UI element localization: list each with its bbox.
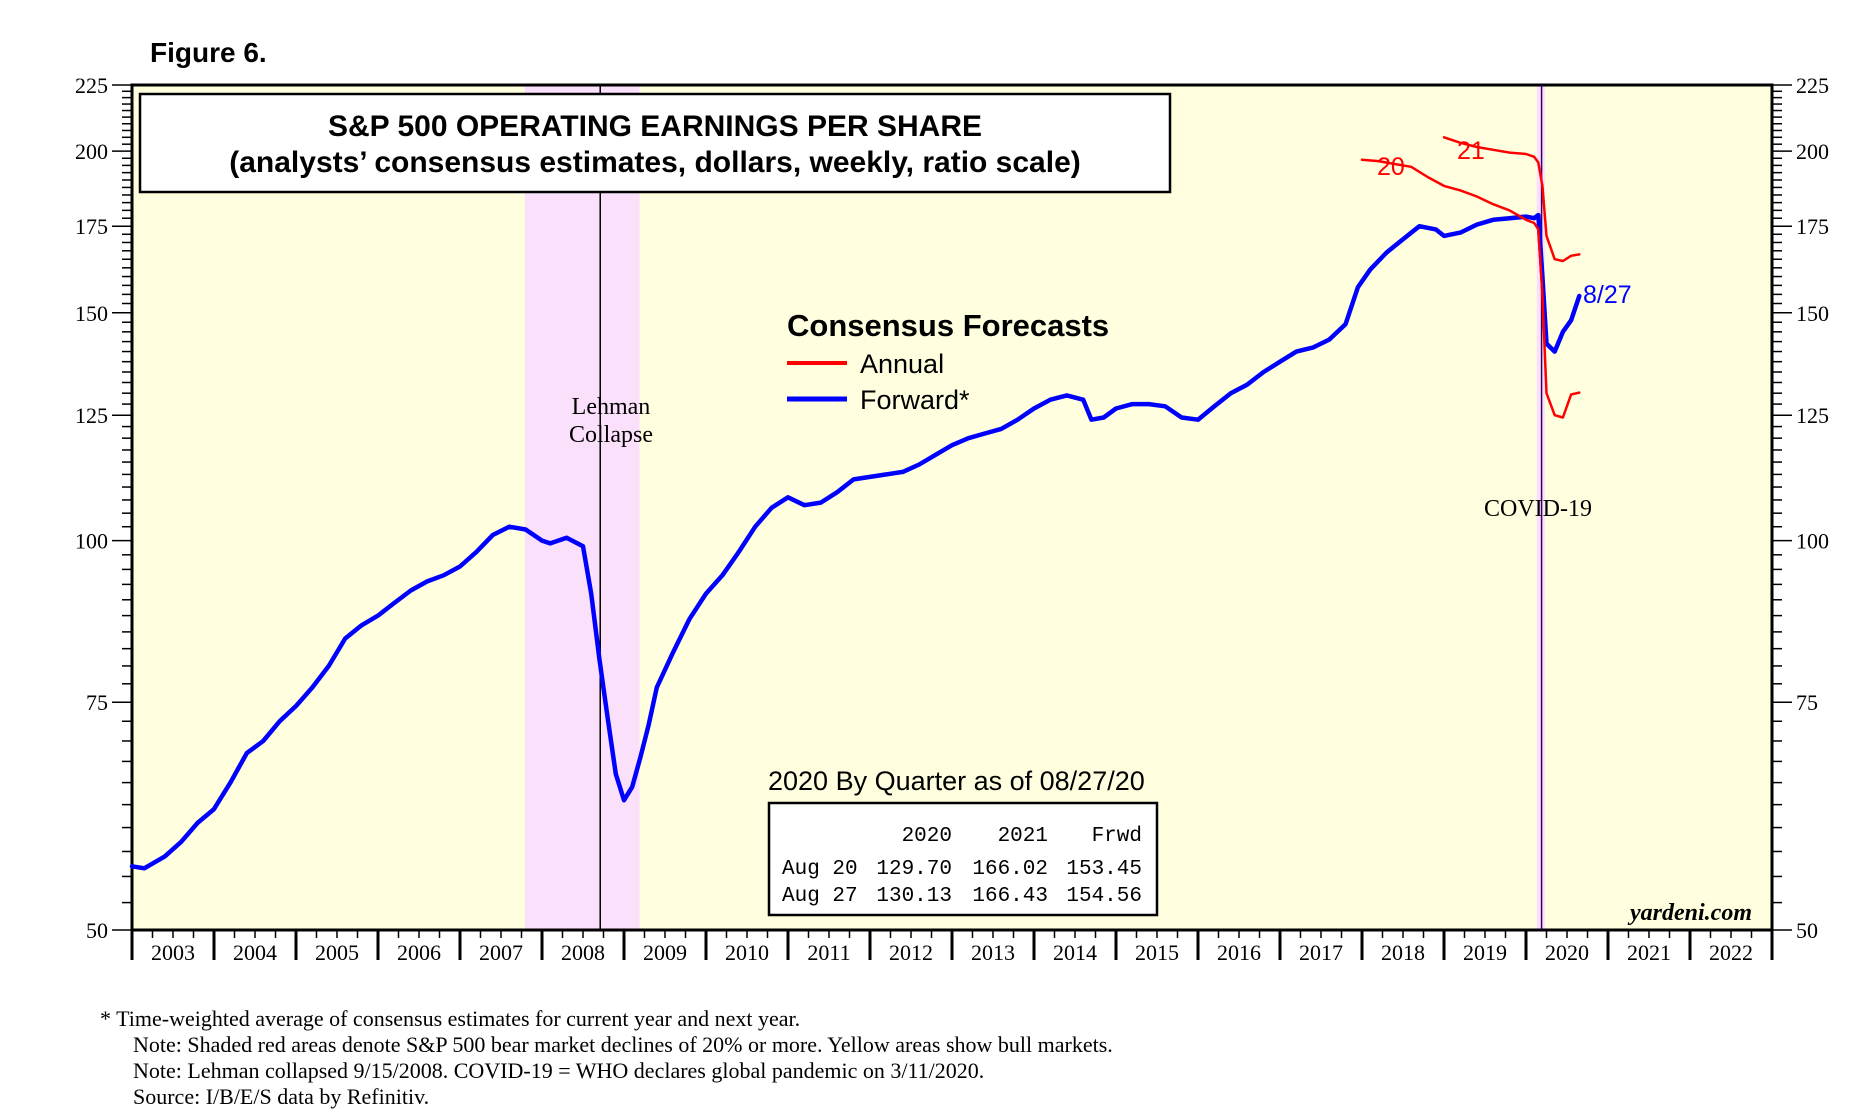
bear-shade-1 [524, 86, 640, 929]
chart-subtitle: (analysts’ consensus estimates, dollars,… [229, 146, 1081, 179]
footnote-1: * Time-weighted average of consensus est… [100, 1006, 800, 1031]
x-tick-label: 2018 [1381, 940, 1425, 965]
x-tick-label: 2006 [397, 940, 441, 965]
y-tick-label-left: 225 [75, 73, 108, 98]
x-tick-label: 2009 [643, 940, 687, 965]
x-tick-label: 2017 [1299, 940, 1343, 965]
x-tick-label: 2007 [479, 940, 523, 965]
series-annual-2020-line [1360, 158, 1581, 419]
quarter-table-cell: Aug 27 [782, 885, 858, 908]
y-tick-label-left: 50 [86, 918, 108, 943]
legend-title: Consensus Forecasts [787, 308, 1109, 343]
x-tick-label: 2003 [151, 940, 195, 965]
series-label-21: 21 [1457, 137, 1485, 165]
y-tick-label-right: 225 [1796, 73, 1829, 98]
footnote-4: Source: I/B/E/S data by Refinitiv. [133, 1084, 429, 1109]
quarter-table-cell: 166.02 [972, 858, 1048, 881]
y-axis-left: 50 75 100 125 150 175 200 225 [75, 73, 132, 943]
legend-forward-label: Forward* [860, 385, 970, 415]
series-forward-line [129, 212, 1582, 871]
x-tick-label: 2015 [1135, 940, 1179, 965]
y-tick-label-right: 200 [1796, 139, 1829, 164]
y-tick-label-left: 75 [86, 690, 108, 715]
y-tick-label-left: 100 [75, 529, 108, 554]
y-tick-label-left: 125 [75, 403, 108, 428]
y-tick-label-right: 100 [1796, 529, 1829, 554]
y-tick-label-right: 125 [1796, 403, 1829, 428]
covid-label: COVID-19 [1484, 496, 1592, 522]
quarter-table-cell: 129.70 [876, 858, 952, 881]
quarter-table: 2020 2021 Frwd Aug 20 129.70 166.02 153.45 Aug … [782, 825, 1142, 908]
quarter-table-header: 2020 [902, 825, 952, 848]
quarter-table-box [767, 801, 1159, 917]
chart-title: S&P 500 OPERATING EARNINGS PER SHARE [328, 110, 982, 143]
x-tick-label: 2019 [1463, 940, 1507, 965]
y-tick-label-right: 50 [1796, 918, 1818, 943]
x-tick-label: 2021 [1627, 940, 1671, 965]
series-label-20: 20 [1377, 153, 1405, 181]
y-tick-label-right: 75 [1796, 690, 1818, 715]
quarter-table-title: 2020 By Quarter as of 08/27/20 [768, 766, 1145, 796]
x-tick-label: 2011 [807, 940, 850, 965]
plot-area [130, 83, 1774, 932]
x-tick-label: 2016 [1217, 940, 1261, 965]
event-lines [599, 85, 1543, 930]
quarter-table-cell: 154.56 [1066, 885, 1142, 908]
quarter-table-header: Frwd [1092, 825, 1142, 848]
x-tick-label: 2014 [1053, 940, 1097, 965]
x-tick-label: 2020 [1545, 940, 1589, 965]
y-axis-right: 50 75 100 125 150 175 200 225 [1772, 73, 1829, 943]
title-box [138, 92, 1172, 194]
y-tick-label-left: 175 [75, 214, 108, 239]
lehman-label-line1: Lehman [572, 394, 651, 420]
x-tick-label: 2013 [971, 940, 1015, 965]
x-tick-label: 2008 [561, 940, 605, 965]
x-tick-label: 2012 [889, 940, 933, 965]
watermark: yardeni.com [1627, 900, 1752, 926]
quarter-table-cell: 130.13 [876, 885, 952, 908]
series-label-827: 8/27 [1583, 281, 1632, 309]
x-tick-label: 2004 [233, 940, 277, 965]
bear-shade-2 [1536, 86, 1545, 929]
y-tick-label-right: 175 [1796, 214, 1829, 239]
x-tick-label: 2010 [725, 940, 769, 965]
x-axis: 2003 2004 2005 2006 2007 2008 2009 2010 2011 2012… [130, 930, 1774, 965]
x-tick-label: 2005 [315, 940, 359, 965]
series-annual-2021-line [1442, 136, 1581, 263]
series-lines [129, 136, 1582, 871]
lehman-label-line2: Collapse [569, 422, 653, 448]
y-tick-label-right: 150 [1796, 301, 1829, 326]
x-tick-label: 2022 [1709, 940, 1753, 965]
plot-background [130, 83, 1774, 932]
quarter-table-header: 2021 [998, 825, 1048, 848]
legend-annual-label: Annual [860, 349, 944, 379]
footnote-2: Note: Shaded red areas denote S&P 500 be… [133, 1032, 1113, 1057]
footnote-3: Note: Lehman collapsed 9/15/2008. COVID-… [133, 1058, 984, 1083]
quarter-table-cell: 166.43 [972, 885, 1048, 908]
y-tick-label-left: 200 [75, 139, 108, 164]
quarter-table-cell: Aug 20 [782, 858, 858, 881]
y-tick-label-left: 150 [75, 301, 108, 326]
quarter-table-cell: 153.45 [1066, 858, 1142, 881]
figure-label: Figure 6. [150, 37, 267, 68]
